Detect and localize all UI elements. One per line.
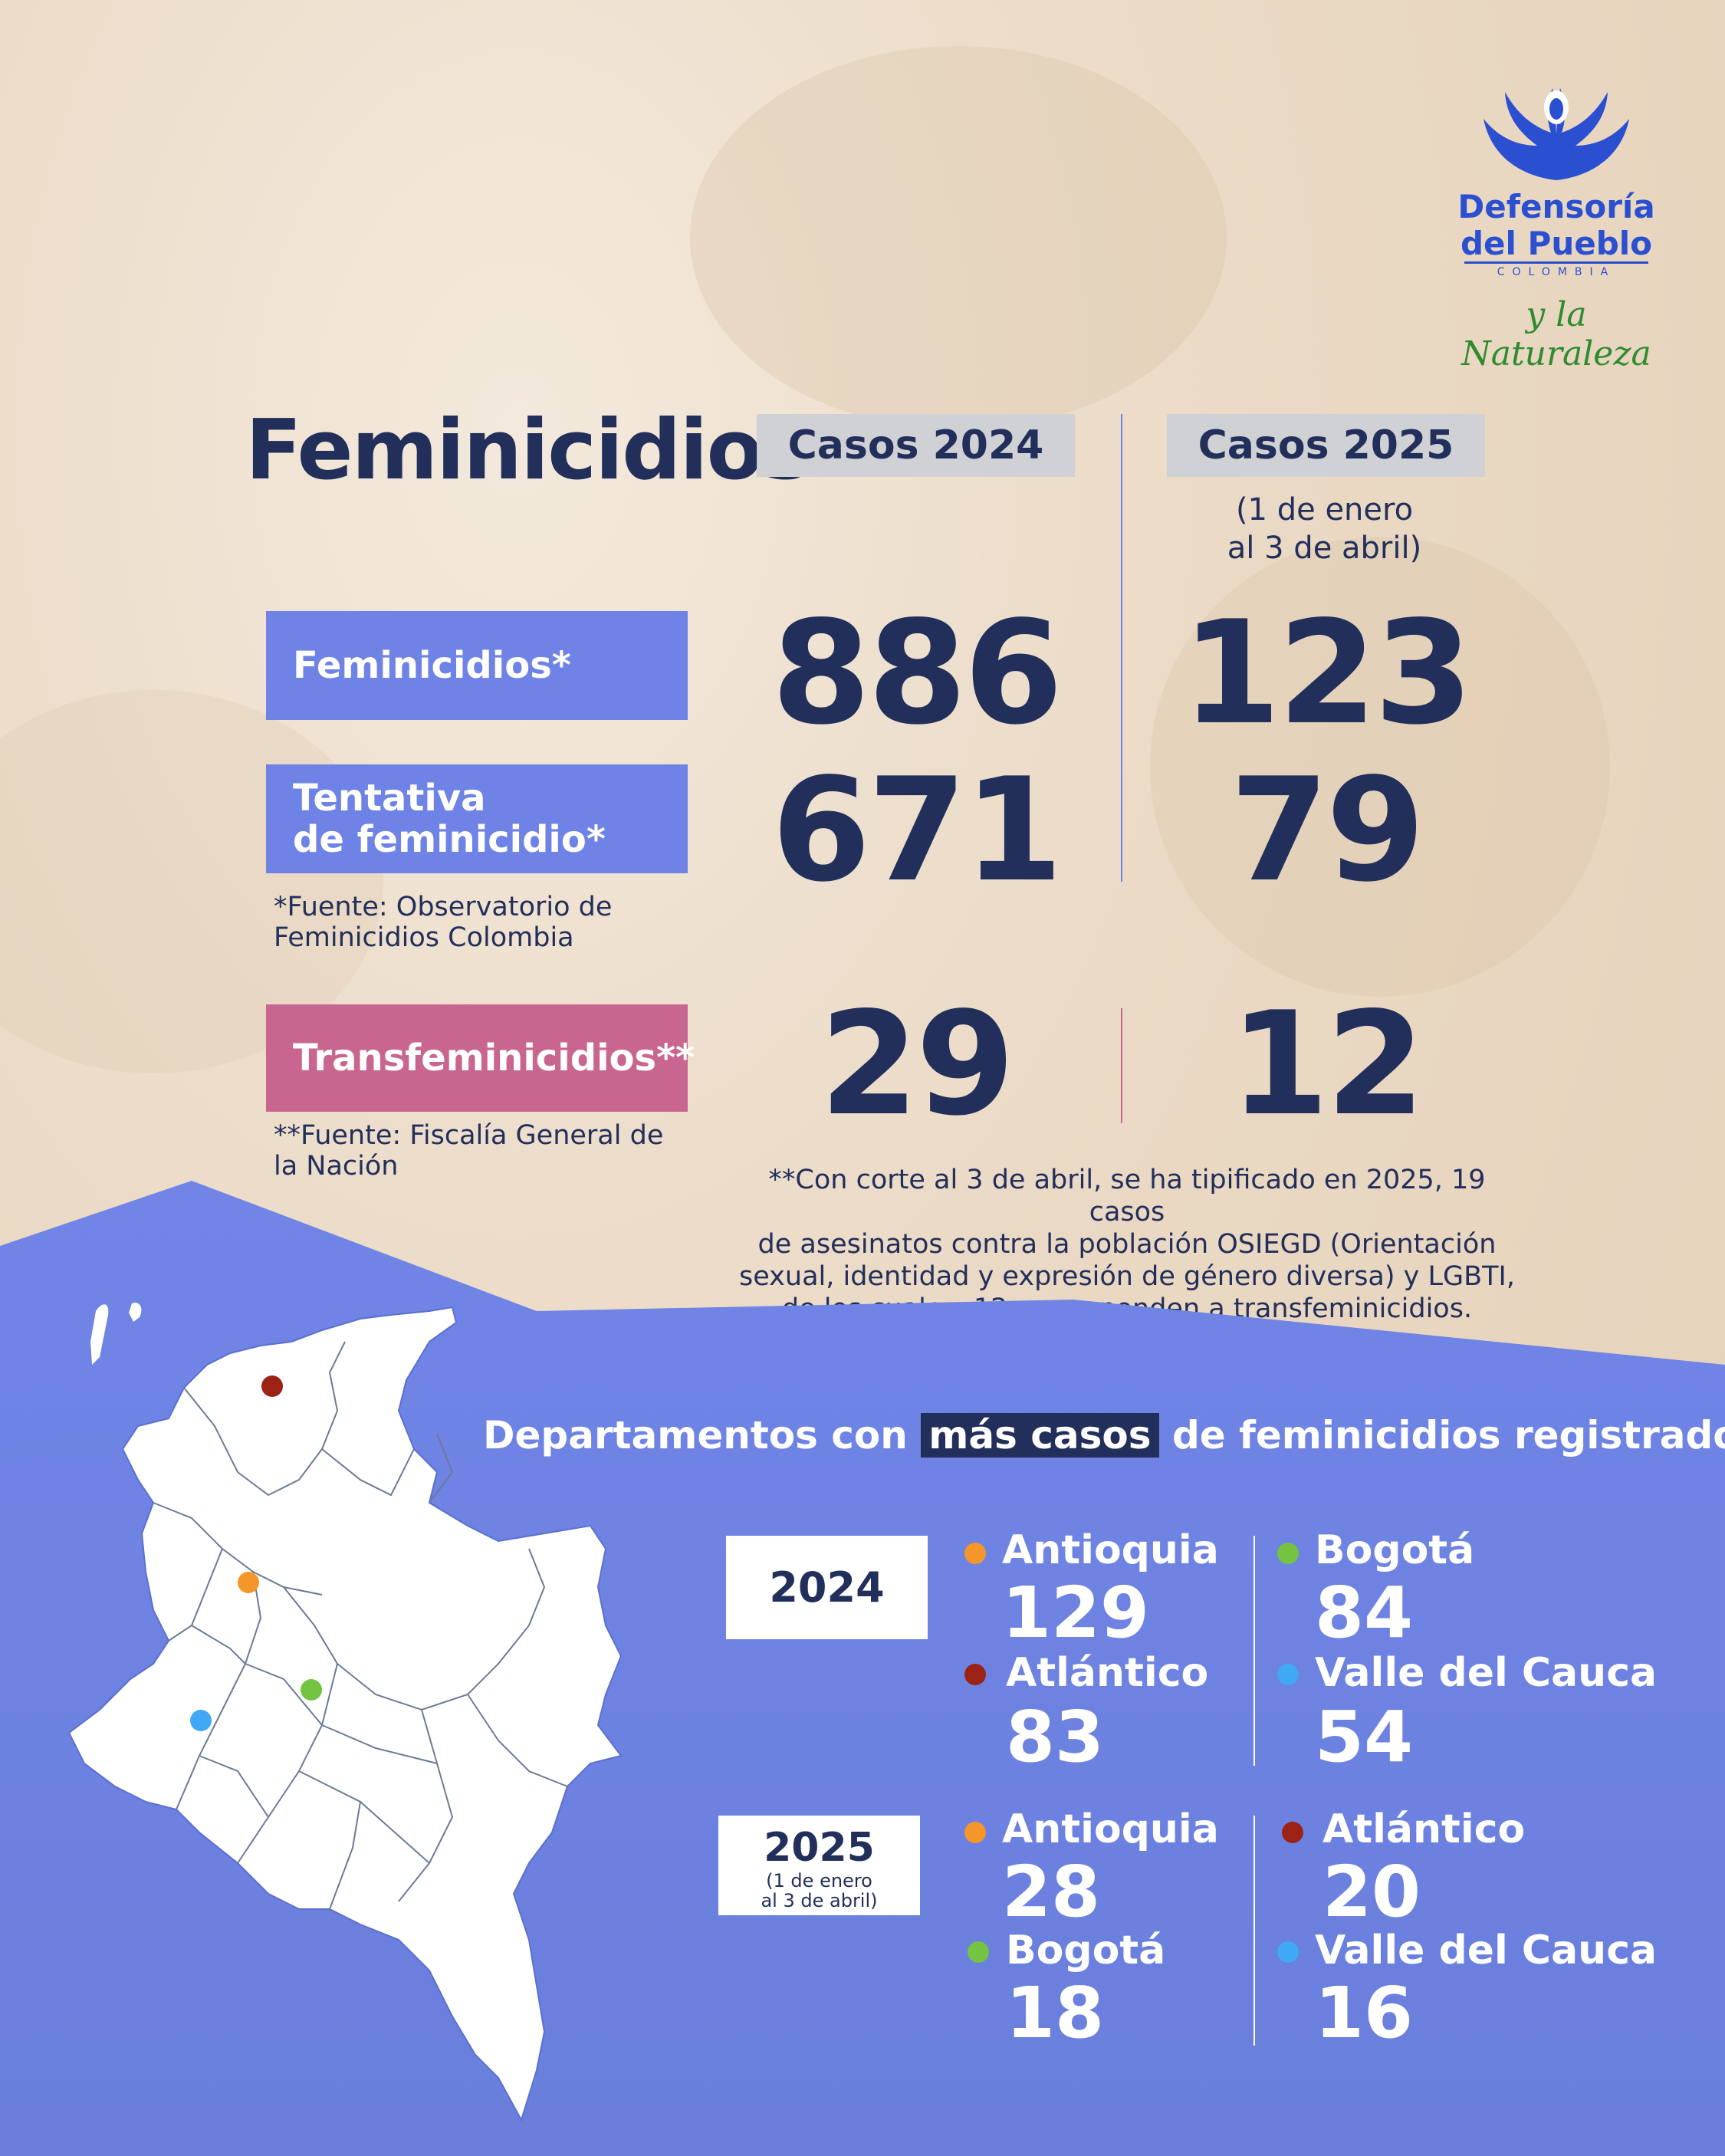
map-marker-valle-del-cauca [190, 1710, 212, 1731]
colombia-outline [69, 1306, 623, 2122]
dot-bogota [968, 1941, 989, 1963]
year-box-2024: 2024 [726, 1536, 928, 1639]
colombia-map [69, 1303, 623, 2122]
row-label-transfeminicidios: Transfeminicidios** [266, 1004, 695, 1112]
value-tentativa-2024: 671 [771, 747, 1063, 913]
value-tentativa-2025: 79 [1230, 747, 1425, 913]
value-feminicidios-2025: 123 [1181, 590, 1473, 756]
dep-name-valle-2025: Valle del Cauca [1315, 1928, 1658, 1974]
row-label-tentativa: Tentativa de feminicidio* [266, 764, 688, 873]
dep-name-atlantico-2024: Atlántico [1006, 1650, 1209, 1696]
dot-antioquia [964, 1822, 986, 1843]
row-label-feminicidios: Feminicidios* [266, 611, 688, 720]
footnote-line: sexual, identidad y expresión de género … [739, 1261, 1515, 1292]
year-2025-note-line1: (1 de enero [766, 1870, 872, 1891]
dot-atlantico [1282, 1822, 1303, 1843]
logo-country: COLOMBIA [1497, 266, 1616, 278]
year-2025-label: 2025 [764, 1825, 875, 1871]
column-header-2025: Casos 2025 [1167, 414, 1485, 477]
list-divider-2025 [1254, 1816, 1255, 2046]
column-divider [1121, 414, 1122, 882]
dep-name-antioquia-2024: Antioquia [1002, 1527, 1219, 1573]
background-stain [1150, 537, 1610, 997]
source-note-2-line2: la Nación [274, 1151, 399, 1182]
departments-section-title: Departamentos con más casos de feminicid… [483, 1413, 1725, 1458]
dep-value-atlantico-2024: 83 [1006, 1696, 1105, 1778]
section-title-part: Departamentos con [483, 1413, 908, 1458]
map-marker-atlantico [261, 1375, 283, 1397]
footnote-line: de asesinatos contra la población OSIEGD… [757, 1229, 1497, 1260]
column-header-2024: Casos 2024 [757, 414, 1075, 477]
logo-line1: Defensoría [1457, 188, 1655, 225]
map-marker-antioquia [238, 1572, 259, 1593]
footnote-line: **Con corte al 3 de abril, se ha tipific… [768, 1165, 1486, 1228]
dot-valle-del-cauca [1277, 1941, 1299, 1963]
logo-divider [1464, 261, 1648, 264]
dep-value-antioquia-2024: 129 [1002, 1572, 1150, 1654]
dep-name-bogota-2025: Bogotá [1006, 1928, 1166, 1974]
department-borders [153, 1341, 568, 1910]
row-label-text: de feminicidio* [293, 818, 606, 861]
list-divider-2024 [1254, 1536, 1255, 1766]
source-note-1-line2: Feminicidios Colombia [274, 922, 574, 953]
map-marker-bogota [301, 1679, 322, 1701]
section-title-part: de feminicidios registrados [1171, 1413, 1725, 1458]
year-2025-note-line2: al 3 de abril) [761, 1890, 878, 1911]
dep-value-atlantico-2025: 20 [1322, 1851, 1421, 1933]
dep-name-bogota-2024: Bogotá [1315, 1527, 1475, 1573]
year-box-2025: 2025 (1 de enero al 3 de abril) [718, 1816, 920, 1915]
section-title-highlight: más casos [921, 1413, 1159, 1458]
value-feminicidios-2024: 886 [771, 590, 1063, 756]
source-note-2-line1: **Fuente: Fiscalía General de [274, 1120, 664, 1151]
background-stain [690, 46, 1227, 429]
column-2025-note-line2: al 3 de abril) [1227, 531, 1422, 566]
logo-tagline: y la Naturaleza [1461, 295, 1651, 373]
dep-name-antioquia-2025: Antioquia [1002, 1806, 1219, 1852]
value-transfeminicidios-2025: 12 [1230, 981, 1425, 1147]
dep-name-atlantico-2025: Atlántico [1322, 1806, 1526, 1852]
dep-value-antioquia-2025: 28 [1002, 1851, 1101, 1933]
row-label-text: Feminicidios* [293, 644, 571, 687]
column-divider-pink [1121, 1008, 1122, 1123]
page-title: Feminicidios [245, 403, 811, 498]
dot-antioquia [964, 1543, 986, 1564]
islands [90, 1303, 142, 1365]
dep-value-valle-2025: 16 [1315, 1972, 1414, 2054]
dep-value-bogota-2025: 18 [1006, 1972, 1105, 2054]
value-transfeminicidios-2024: 29 [820, 981, 1015, 1147]
row-label-text: Tentativa [293, 777, 486, 820]
source-note-1-line1: *Fuente: Observatorio de [274, 892, 613, 922]
dot-bogota [1277, 1543, 1299, 1564]
dep-value-valle-2024: 54 [1315, 1696, 1414, 1778]
logo-line2: del Pueblo [1460, 225, 1653, 262]
doves-hands-icon [1484, 88, 1629, 180]
dot-atlantico [964, 1664, 986, 1685]
column-2025-note-line1: (1 de enero [1235, 492, 1414, 527]
dep-value-bogota-2024: 84 [1315, 1572, 1414, 1654]
dep-name-valle-2024: Valle del Cauca [1315, 1650, 1658, 1696]
row-label-text: Transfeminicidios** [293, 1037, 695, 1080]
dot-valle-del-cauca [1277, 1664, 1299, 1685]
